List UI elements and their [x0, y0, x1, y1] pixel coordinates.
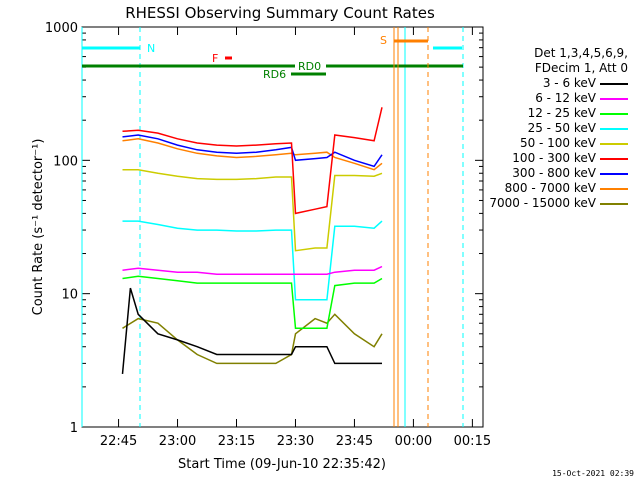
- chart-title: RHESSI Observing Summary Count Rates: [125, 4, 435, 22]
- legend-item: 6 - 12 keV: [480, 91, 638, 106]
- series-line-12-25-kev: [122, 275, 383, 330]
- series-line-100-300-kev: [122, 107, 383, 215]
- legend-swatch: [600, 158, 628, 160]
- x-tick-label: 23:00: [159, 434, 196, 449]
- legend-label: 3 - 6 keV: [542, 76, 596, 90]
- legend-item: 7000 - 15000 keV: [480, 196, 638, 211]
- legend-item: 800 - 7000 keV: [480, 181, 638, 196]
- x-tick-label: 00:00: [395, 434, 432, 449]
- legend-label: 800 - 7000 keV: [504, 181, 596, 195]
- series-line-50-100-kev: [122, 168, 383, 252]
- legend-label: 50 - 100 keV: [519, 136, 596, 150]
- legend-swatch: [600, 128, 628, 130]
- legend-label: 12 - 25 keV: [527, 106, 596, 120]
- legend-header-line-2: FDecim 1, Att 0: [534, 61, 628, 75]
- legend-swatch: [600, 113, 628, 115]
- legend-label: 6 - 12 keV: [535, 91, 596, 105]
- legend-swatch: [600, 83, 628, 85]
- legend-swatch: [600, 203, 628, 205]
- legend-header-line-1: Det 1,3,4,5,6,9,: [534, 46, 628, 60]
- y-tick-label: 10: [61, 288, 78, 303]
- series-line-6-12-kev: [122, 265, 383, 275]
- legend-swatch: [600, 98, 628, 100]
- legend-item: 12 - 25 keV: [480, 106, 638, 121]
- series-line-3-6-kev: [121, 287, 382, 374]
- series-line-300-800-kev: [122, 134, 383, 168]
- legend-item: 25 - 50 keV: [480, 121, 638, 136]
- legend-item: 100 - 300 keV: [480, 151, 638, 166]
- flare-label: F: [212, 52, 218, 65]
- x-axis-label: Start Time (09-Jun-10 22:35:42): [178, 457, 386, 472]
- legend-item: 50 - 100 keV: [480, 136, 638, 151]
- plot-frame: [81, 26, 484, 428]
- series-line-25-50-kev: [122, 220, 383, 301]
- x-tick-label: 22:45: [100, 434, 137, 449]
- x-tick-label: 00:15: [454, 434, 491, 449]
- legend-item: 3 - 6 keV: [480, 76, 638, 91]
- legend-label: 7000 - 15000 keV: [489, 196, 596, 210]
- saa-label: S: [380, 34, 387, 47]
- y-tick-label: 1: [70, 421, 78, 436]
- rd0-label: RD0: [298, 60, 321, 73]
- x-tick-label: 23:15: [218, 434, 255, 449]
- series-line-800-7000-kev: [122, 138, 383, 171]
- legend-label: 100 - 300 keV: [512, 151, 596, 165]
- y-tick-label: 1000: [45, 21, 78, 36]
- legend-item: 300 - 800 keV: [480, 166, 638, 181]
- legend: Det 1,3,4,5,6,9, FDecim 1, Att 0 3 - 6 k…: [480, 46, 638, 211]
- rd6-label: RD6: [263, 68, 286, 81]
- x-tick-label: 23:45: [336, 434, 373, 449]
- legend-label: 300 - 800 keV: [512, 166, 596, 180]
- y-axis-label: Count Rate (s⁻¹ detector⁻¹): [31, 139, 46, 316]
- night-label: N: [147, 42, 155, 55]
- legend-label: 25 - 50 keV: [527, 121, 596, 135]
- generated-date: 15-Oct-2021 02:39: [552, 469, 634, 478]
- legend-swatch: [600, 188, 628, 190]
- x-tick-label: 23:30: [277, 434, 314, 449]
- y-tick-label: 100: [53, 154, 78, 169]
- legend-swatch: [600, 173, 628, 175]
- legend-swatch: [600, 143, 628, 145]
- series-line-7000-15000-kev: [122, 313, 383, 365]
